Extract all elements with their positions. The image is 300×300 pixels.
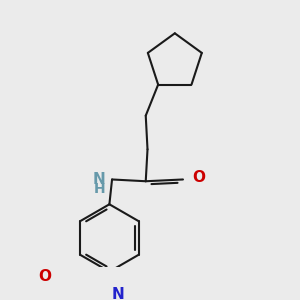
Text: H: H — [93, 182, 105, 196]
Text: O: O — [192, 170, 205, 185]
Text: N: N — [92, 172, 105, 187]
Text: O: O — [38, 269, 51, 284]
Text: N: N — [112, 287, 125, 300]
